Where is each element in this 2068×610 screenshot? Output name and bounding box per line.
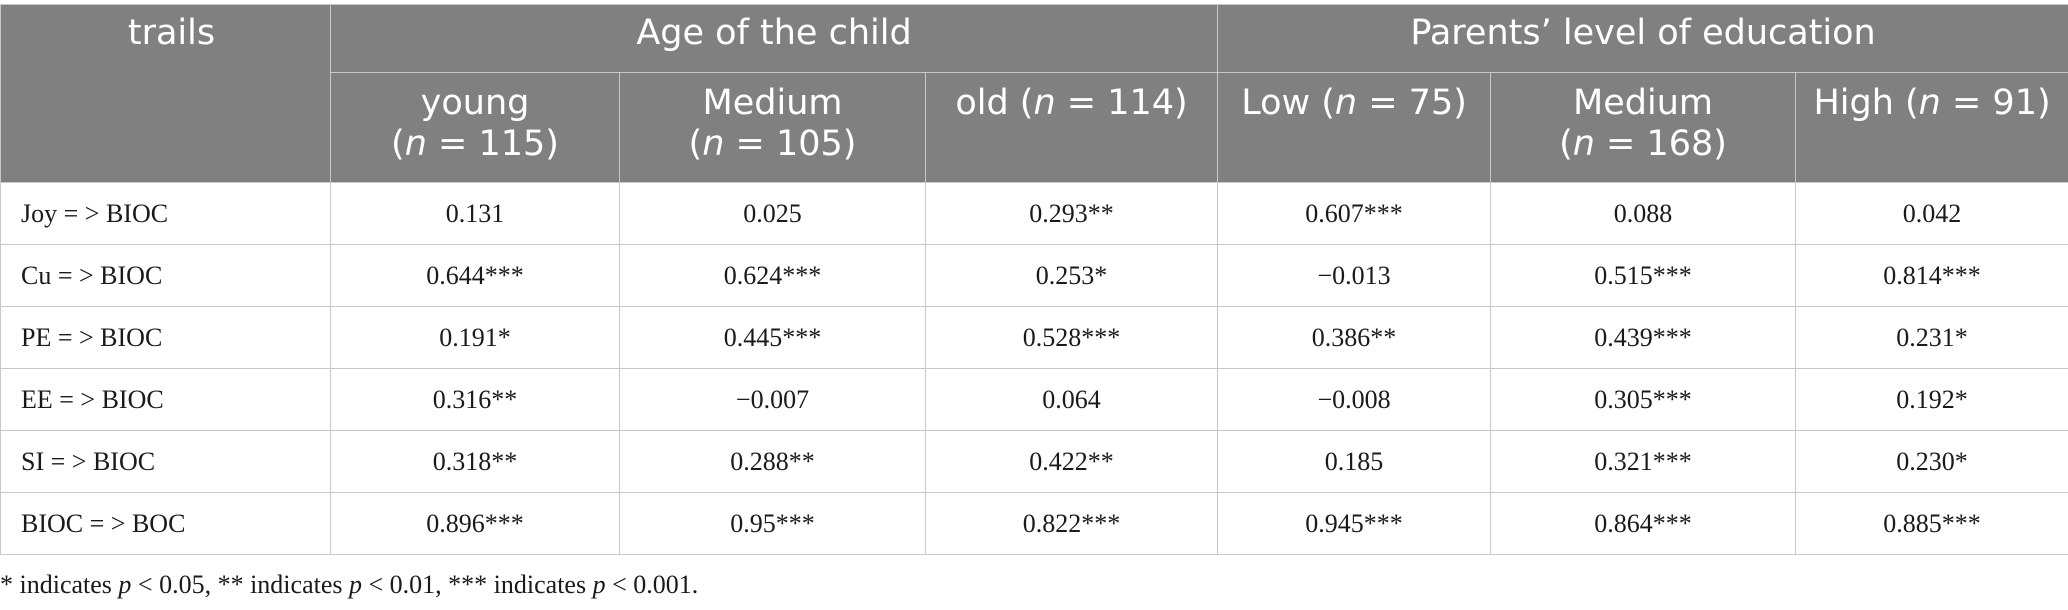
table-cell: 0.814***: [1795, 244, 2068, 307]
column-header-text: = 105): [724, 124, 857, 164]
column-header-text: n: [1334, 83, 1358, 123]
table-cell: 0.191*: [330, 306, 620, 369]
table-row: PE = > BIOC 0.191* 0.445*** 0.528*** 0.386**…: [0, 306, 2068, 369]
table-cell: 0.288**: [619, 430, 926, 493]
table-cell: 0.885***: [1795, 492, 2068, 555]
table-cell: 0.607***: [1217, 182, 1492, 245]
column-header-text: (: [1559, 124, 1573, 164]
table-cell: 0.528***: [924, 306, 1219, 369]
column-header-text: High (: [1813, 83, 1919, 123]
table-cell: 0.422**: [924, 430, 1219, 493]
row-label: BIOC = > BOC: [0, 492, 331, 555]
column-header-text: n: [1918, 83, 1941, 123]
group-header-age: Age of the child: [329, 4, 1219, 73]
table-cell: 0.231*: [1795, 306, 2068, 369]
table-cell: 0.088: [1490, 182, 1797, 245]
table-row: SI = > BIOC 0.318** 0.288** 0.422** 0.185 0.3…: [0, 430, 2068, 493]
table-cell: −0.013: [1217, 244, 1492, 307]
table-cell: 0.644***: [330, 244, 620, 307]
column-header-text: Medium: [702, 83, 843, 123]
header-corner-trails: trails: [0, 4, 331, 183]
footnote-text: * indicates: [0, 570, 119, 599]
table-cell: 0.386**: [1217, 306, 1492, 369]
table-header: trails Age of the child Parents’ level o…: [0, 4, 2068, 183]
table-cell: 0.445***: [619, 306, 926, 369]
table-row: EE = > BIOC 0.316** −0.007 0.064 −0.008 0.305…: [0, 368, 2068, 431]
column-header: High (n = 91): [1795, 72, 2068, 183]
table-cell: 0.945***: [1217, 492, 1492, 555]
table-cell: 0.253*: [924, 244, 1219, 307]
table-footnote: * indicates p < 0.05, ** indicates p < 0…: [0, 570, 698, 600]
column-header-text: (: [688, 124, 703, 164]
column-header-text: = 168): [1594, 124, 1727, 164]
footnote-p: p: [349, 570, 362, 599]
table-cell: 0.822***: [924, 492, 1219, 555]
table-cell: 0.025: [619, 182, 926, 245]
column-header-text: Low (: [1241, 83, 1335, 123]
table-cell: 0.185: [1217, 430, 1492, 493]
table-cell: 0.439***: [1490, 306, 1797, 369]
table-cell: 0.95***: [619, 492, 926, 555]
table-cell: 0.042: [1795, 182, 2068, 245]
row-label: Joy = > BIOC: [0, 182, 331, 245]
column-header-text: = 91): [1940, 83, 2051, 123]
footnote-text: < 0.05, ** indicates: [131, 570, 349, 599]
footnote-p: p: [592, 570, 606, 599]
column-header-text: n: [404, 124, 427, 164]
column-header-text: Medium: [1573, 83, 1713, 123]
column-header-text: = 115): [426, 124, 559, 164]
table-row: Cu = > BIOC 0.644*** 0.624*** 0.253* −0.013 0…: [0, 244, 2068, 307]
row-label: Cu = > BIOC: [0, 244, 331, 307]
column-header: old (n = 114): [924, 72, 1219, 183]
table-cell: 0.064: [924, 368, 1219, 431]
table-cell: 0.318**: [330, 430, 620, 493]
column-header: Low (n = 75): [1217, 72, 1492, 183]
table-cell: 0.305***: [1490, 368, 1797, 431]
column-header-text: = 114): [1055, 83, 1188, 123]
table-cell: 0.230*: [1795, 430, 2068, 493]
table-cell: 0.316**: [330, 368, 620, 431]
table-cell: 0.515***: [1490, 244, 1797, 307]
row-label: EE = > BIOC: [0, 368, 331, 431]
table-cell: 0.896***: [330, 492, 620, 555]
table-cell: 0.293**: [924, 182, 1219, 245]
column-header-text: old (: [955, 83, 1034, 123]
column-header-row: young (n = 115) Medium (n = 105) old (n = 11…: [1, 72, 2068, 183]
column-header: Medium (n = 105): [619, 72, 926, 183]
table-cell: 0.321***: [1490, 430, 1797, 493]
footnote-text: < 0.001.: [605, 570, 699, 599]
row-label: SI = > BIOC: [0, 430, 331, 493]
column-header-text: young: [420, 83, 530, 123]
results-table: trails Age of the child Parents’ level o…: [0, 4, 2068, 555]
table-cell: 0.864***: [1490, 492, 1797, 555]
column-header-text: n: [702, 124, 725, 164]
table-cell: 0.192*: [1795, 368, 2068, 431]
table-cell: −0.008: [1217, 368, 1492, 431]
table-body: Joy = > BIOC 0.131 0.025 0.293** 0.607*** 0.0…: [0, 182, 2068, 555]
column-header: young (n = 115): [330, 72, 620, 183]
table-cell: 0.624***: [619, 244, 926, 307]
footnote-p: p: [118, 570, 132, 599]
column-header: Medium (n = 168): [1490, 72, 1797, 183]
group-header-education: Parents’ level of education: [1217, 4, 2068, 73]
table-cell: 0.131: [330, 182, 620, 245]
table-row: BIOC = > BOC 0.896*** 0.95*** 0.822*** 0.945…: [0, 492, 2068, 555]
row-label: PE = > BIOC: [0, 306, 331, 369]
column-header-text: n: [1033, 83, 1056, 123]
table-row: Joy = > BIOC 0.131 0.025 0.293** 0.607*** 0.0…: [0, 182, 2068, 245]
column-header-text: = 75): [1357, 83, 1467, 123]
footnote-text: < 0.01, *** indicates: [362, 570, 593, 599]
table-cell: −0.007: [619, 368, 926, 431]
column-header-text: n: [1572, 124, 1595, 164]
column-header-text: (: [391, 124, 405, 164]
